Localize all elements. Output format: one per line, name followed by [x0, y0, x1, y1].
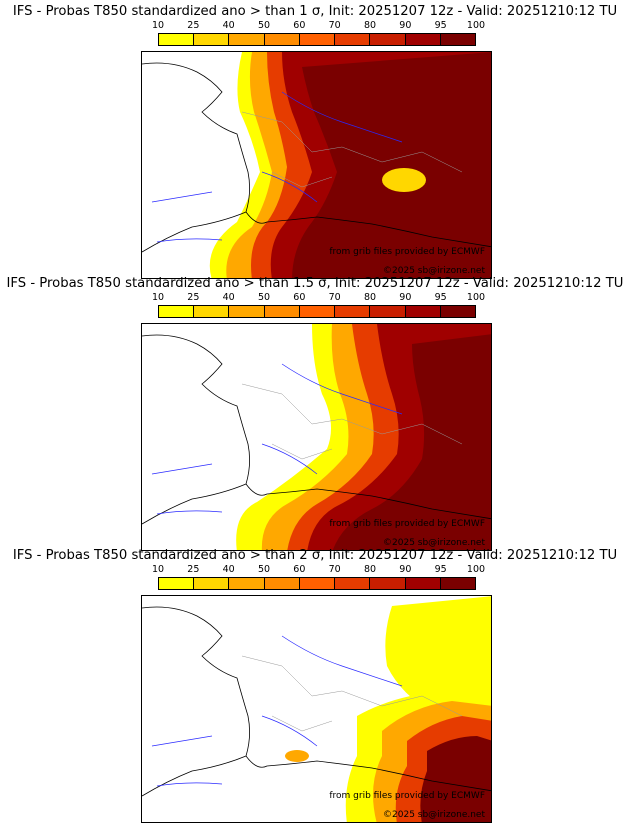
- colorbar-swatch: [229, 34, 265, 45]
- colorbar-tick-label: 80: [363, 20, 377, 31]
- colorbar-ticks: 10 25 40 50 60 70 80 90 95 100: [152, 292, 485, 304]
- colorbar-swatch: [440, 306, 475, 317]
- colorbar-tick-label: 90: [399, 292, 412, 303]
- colorbar-swatch: [405, 34, 441, 45]
- map-drawing: [142, 52, 491, 278]
- colorbar-tick-label: 50: [257, 292, 271, 303]
- colorbar-swatch: [194, 34, 230, 45]
- colorbar-tick-label: 100: [466, 20, 486, 31]
- colorbar-swatch: [335, 306, 371, 317]
- colorbar-swatch: [370, 306, 406, 317]
- coastline: [142, 606, 491, 797]
- credit-grib: from grib files provided by ECMWF: [329, 519, 485, 529]
- colorbar-swatch: [299, 34, 336, 45]
- prob-area-95: [292, 52, 491, 278]
- colorbar-swatch: [229, 306, 265, 317]
- colorbar-tick-label: 25: [187, 292, 200, 303]
- prob-spot-alps: [382, 168, 426, 192]
- colorbar-tick-label: 40: [222, 292, 235, 303]
- region-borders: [241, 111, 463, 188]
- colorbar-swatch: [370, 34, 406, 45]
- colorbar-ticks: 10 25 40 50 60 70 80 90 95 100: [152, 20, 485, 32]
- colorbar-swatch: [264, 578, 300, 589]
- panel-sigma-1: IFS - Probas T850 standardized ano > tha…: [0, 4, 630, 280]
- region-borders: [241, 655, 463, 732]
- credit-copyright: ©2025 sb@irizone.net: [383, 266, 485, 276]
- region-borders: [241, 383, 463, 460]
- colorbar-swatch: [335, 34, 371, 45]
- colorbar-tick-label: 95: [434, 564, 447, 575]
- probability-map: from grib files provided by ECMWF ©2025 …: [141, 595, 492, 823]
- probability-map: from grib files provided by ECMWF ©2025 …: [141, 323, 492, 551]
- colorbar-tick-label: 95: [434, 20, 447, 31]
- colorbar-tick-label: 25: [187, 20, 200, 31]
- panel-sigma-2: IFS - Probas T850 standardized ano > tha…: [0, 548, 630, 824]
- colorbar-tick-label: 80: [363, 564, 377, 575]
- map-drawing: [142, 324, 491, 550]
- colorbar-swatch: [159, 578, 195, 589]
- panel-sigma-1-5: IFS - Probas T850 standardized ano > tha…: [0, 276, 630, 552]
- probability-map: from grib files provided by ECMWF ©2025 …: [141, 51, 492, 279]
- colorbar-swatch: [229, 578, 265, 589]
- prob-area-95: [332, 334, 491, 550]
- colorbar-tick-label: 70: [328, 292, 341, 303]
- colorbar: [158, 577, 476, 590]
- colorbar-ticks: 10 25 40 50 60 70 80 90 95 100: [152, 564, 485, 576]
- credit-copyright: ©2025 sb@irizone.net: [383, 810, 485, 820]
- colorbar-tick-label: 60: [293, 20, 306, 31]
- colorbar-tick-label: 40: [222, 564, 235, 575]
- colorbar-tick-label: 100: [466, 292, 486, 303]
- colorbar-tick-label: 90: [399, 20, 412, 31]
- colorbar-swatch: [159, 34, 195, 45]
- colorbar-tick-label: 40: [222, 20, 235, 31]
- colorbar-tick-label: 10: [151, 292, 165, 303]
- rivers: [151, 363, 403, 515]
- coastline: [142, 334, 491, 525]
- colorbar-tick-label: 25: [187, 564, 200, 575]
- colorbar-swatch: [194, 578, 230, 589]
- colorbar-swatch: [405, 578, 441, 589]
- colorbar-tick-label: 50: [257, 20, 271, 31]
- colorbar-swatch: [440, 578, 475, 589]
- colorbar-tick-label: 60: [293, 292, 306, 303]
- map-drawing: [142, 596, 491, 822]
- credit-copyright: ©2025 sb@irizone.net: [383, 538, 485, 548]
- colorbar-tick-label: 95: [434, 292, 447, 303]
- colorbar-swatch: [264, 34, 300, 45]
- colorbar-swatch: [405, 306, 441, 317]
- colorbar-swatch: [440, 34, 475, 45]
- colorbar-swatch: [299, 306, 336, 317]
- prob-spot-west: [285, 750, 309, 762]
- credit-grib: from grib files provided by ECMWF: [329, 247, 485, 257]
- panel-title: IFS - Probas T850 standardized ano > tha…: [12, 548, 618, 563]
- colorbar-swatch: [335, 578, 371, 589]
- colorbar-swatch: [194, 306, 230, 317]
- rivers: [151, 91, 403, 243]
- colorbar: [158, 305, 476, 318]
- colorbar-tick-label: 80: [363, 292, 377, 303]
- colorbar-swatch: [264, 306, 300, 317]
- prob-area-95: [420, 736, 491, 822]
- panel-title: IFS - Probas T850 standardized ano > tha…: [12, 4, 618, 19]
- colorbar-tick-label: 10: [151, 564, 165, 575]
- colorbar-tick-label: 60: [293, 564, 306, 575]
- credit-grib: from grib files provided by ECMWF: [329, 791, 485, 801]
- colorbar-tick-label: 100: [466, 564, 486, 575]
- colorbar-swatch: [159, 306, 195, 317]
- rivers: [151, 635, 403, 787]
- colorbar-tick-label: 70: [328, 564, 341, 575]
- colorbar-tick-label: 50: [257, 564, 271, 575]
- coastline: [142, 62, 491, 253]
- colorbar: [158, 33, 476, 46]
- colorbar-swatch: [299, 578, 336, 589]
- colorbar-tick-label: 90: [399, 564, 412, 575]
- panel-title: IFS - Probas T850 standardized ano > tha…: [6, 276, 624, 291]
- colorbar-swatch: [370, 578, 406, 589]
- colorbar-tick-label: 70: [328, 20, 341, 31]
- colorbar-tick-label: 10: [151, 20, 165, 31]
